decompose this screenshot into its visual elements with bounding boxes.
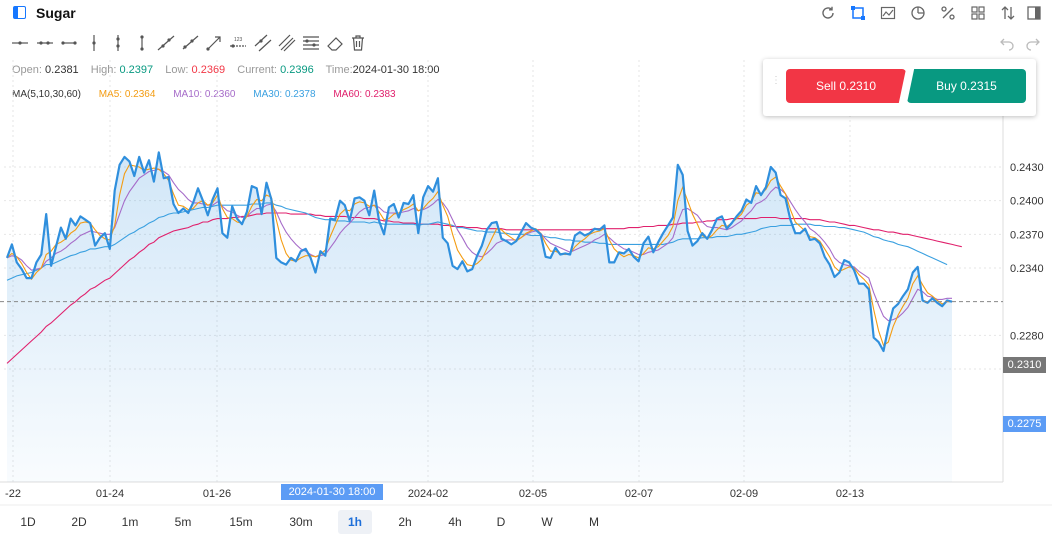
horizontal-ray-icon[interactable]	[35, 33, 55, 53]
trade-panel: ⋮⋮ Sell 0.2310 Buy 0.2315	[763, 59, 1036, 116]
sidebar-toggle-icon[interactable]	[13, 6, 26, 19]
drag-handle-icon[interactable]: ⋮⋮	[771, 75, 793, 86]
pie-chart-icon[interactable]	[909, 4, 927, 22]
grid-layout-icon[interactable]	[969, 4, 987, 22]
period-5m[interactable]: 5m	[174, 515, 192, 529]
period-30m[interactable]: 30m	[289, 515, 313, 529]
x-tick-label: 01-24	[96, 488, 124, 500]
redo-icon[interactable]	[1025, 35, 1043, 53]
high-value: 0.2397	[119, 64, 154, 76]
arrow-line-icon[interactable]	[204, 33, 224, 53]
period-1m[interactable]: 1m	[121, 515, 139, 529]
x-tick-label: 02-09	[730, 488, 758, 500]
svg-text:123: 123	[234, 37, 243, 43]
price-line-icon[interactable]: 123	[228, 33, 248, 53]
open-label: Open:	[12, 64, 42, 76]
vertical-ray-icon[interactable]	[108, 33, 128, 53]
ma30-line	[6, 202, 948, 281]
undo-icon[interactable]	[999, 35, 1017, 53]
ma60-label: MA60: 0.2383	[333, 89, 396, 100]
percent-icon[interactable]	[939, 4, 957, 22]
y-tick-label: 0.2340	[1010, 263, 1044, 275]
x-tick-label: 2024-02	[408, 488, 448, 500]
x-tick-label: 02-13	[836, 488, 864, 500]
sell-button[interactable]: Sell 0.2310	[786, 69, 906, 103]
y-tick-label: 0.2280	[1010, 330, 1044, 342]
period-w[interactable]: W	[541, 515, 553, 529]
price-line	[5, 151, 953, 353]
fibonacci-icon[interactable]	[301, 33, 321, 53]
title-bar: Sugar	[0, 0, 1052, 28]
period-1d[interactable]: 1D	[20, 515, 36, 529]
period-2d[interactable]: 2D	[71, 515, 87, 529]
x-tick-label: -22	[5, 488, 21, 500]
ma5-label: MA5: 0.2364	[98, 89, 156, 100]
current-value: 0.2396	[280, 64, 314, 76]
price-channel-icon[interactable]	[277, 33, 297, 53]
ma10-label: MA10: 0.2360	[173, 89, 236, 100]
vertical-line-icon[interactable]	[84, 33, 104, 53]
x-tick-label: 02-07	[625, 488, 653, 500]
ma-legend: MA(5,10,30,60) MA5: 0.2364 MA10: 0.2360 …	[12, 89, 396, 100]
ma10-line	[6, 168, 952, 322]
time-label: Time:	[325, 64, 353, 76]
period-m[interactable]: M	[589, 515, 599, 529]
open-value: 0.2381	[45, 64, 79, 76]
chart-style-icon[interactable]	[879, 4, 897, 22]
ma-group-label: MA(5,10,30,60)	[12, 89, 81, 100]
buy-button[interactable]: Buy 0.2315	[907, 69, 1026, 103]
low-label: Low:	[165, 64, 189, 76]
trend-line-icon[interactable]	[156, 33, 176, 53]
trash-icon[interactable]	[348, 33, 368, 53]
period-4h[interactable]: 4h	[448, 515, 462, 529]
horizontal-segment-icon[interactable]	[59, 33, 79, 53]
time-value: 2024-01-30 18:00	[352, 64, 440, 76]
vertical-segment-icon[interactable]	[132, 33, 152, 53]
refresh-icon[interactable]	[819, 4, 837, 22]
y-tick-label: 0.2400	[1010, 196, 1044, 208]
period-1h[interactable]: 1h	[338, 510, 372, 534]
y-tick-label: 0.2430	[1010, 162, 1044, 174]
y-tick-label: 0.2370	[1010, 229, 1044, 241]
x-tick-label: 01-26	[203, 488, 231, 500]
period-2h[interactable]: 2h	[398, 515, 412, 529]
parallel-channel-icon[interactable]	[253, 33, 273, 53]
current-price-tag: 0.2310	[1003, 357, 1046, 373]
ma5-line	[6, 164, 952, 347]
panel-toggle-icon[interactable]	[1025, 4, 1043, 22]
sort-arrows-icon[interactable]	[999, 4, 1017, 22]
ohlc-legend: Open: 0.2381 High: 0.2397 Low: 0.2369 Cu…	[12, 64, 440, 76]
crosshair-time-tag: 2024-01-30 18:00	[281, 484, 383, 500]
horizontal-line-icon[interactable]	[10, 33, 30, 53]
ma30-label: MA30: 0.2378	[253, 89, 316, 100]
app-title: Sugar	[36, 5, 76, 21]
x-tick-label: 02-05	[519, 488, 547, 500]
price-area	[7, 152, 952, 482]
period-d[interactable]: D	[496, 515, 506, 529]
trend-ray-icon[interactable]	[180, 33, 200, 53]
crosshair-select-icon[interactable]	[849, 4, 867, 22]
eraser-icon[interactable]	[325, 33, 345, 53]
crosshair-price-tag: 0.2275	[1003, 416, 1046, 432]
period-selector: 1D 2D 1m 5m 15m 30m 1h 2h 4h D W M	[0, 510, 700, 534]
current-label: Current:	[237, 64, 277, 76]
series	[0, 151, 1003, 482]
period-15m[interactable]: 15m	[229, 515, 253, 529]
